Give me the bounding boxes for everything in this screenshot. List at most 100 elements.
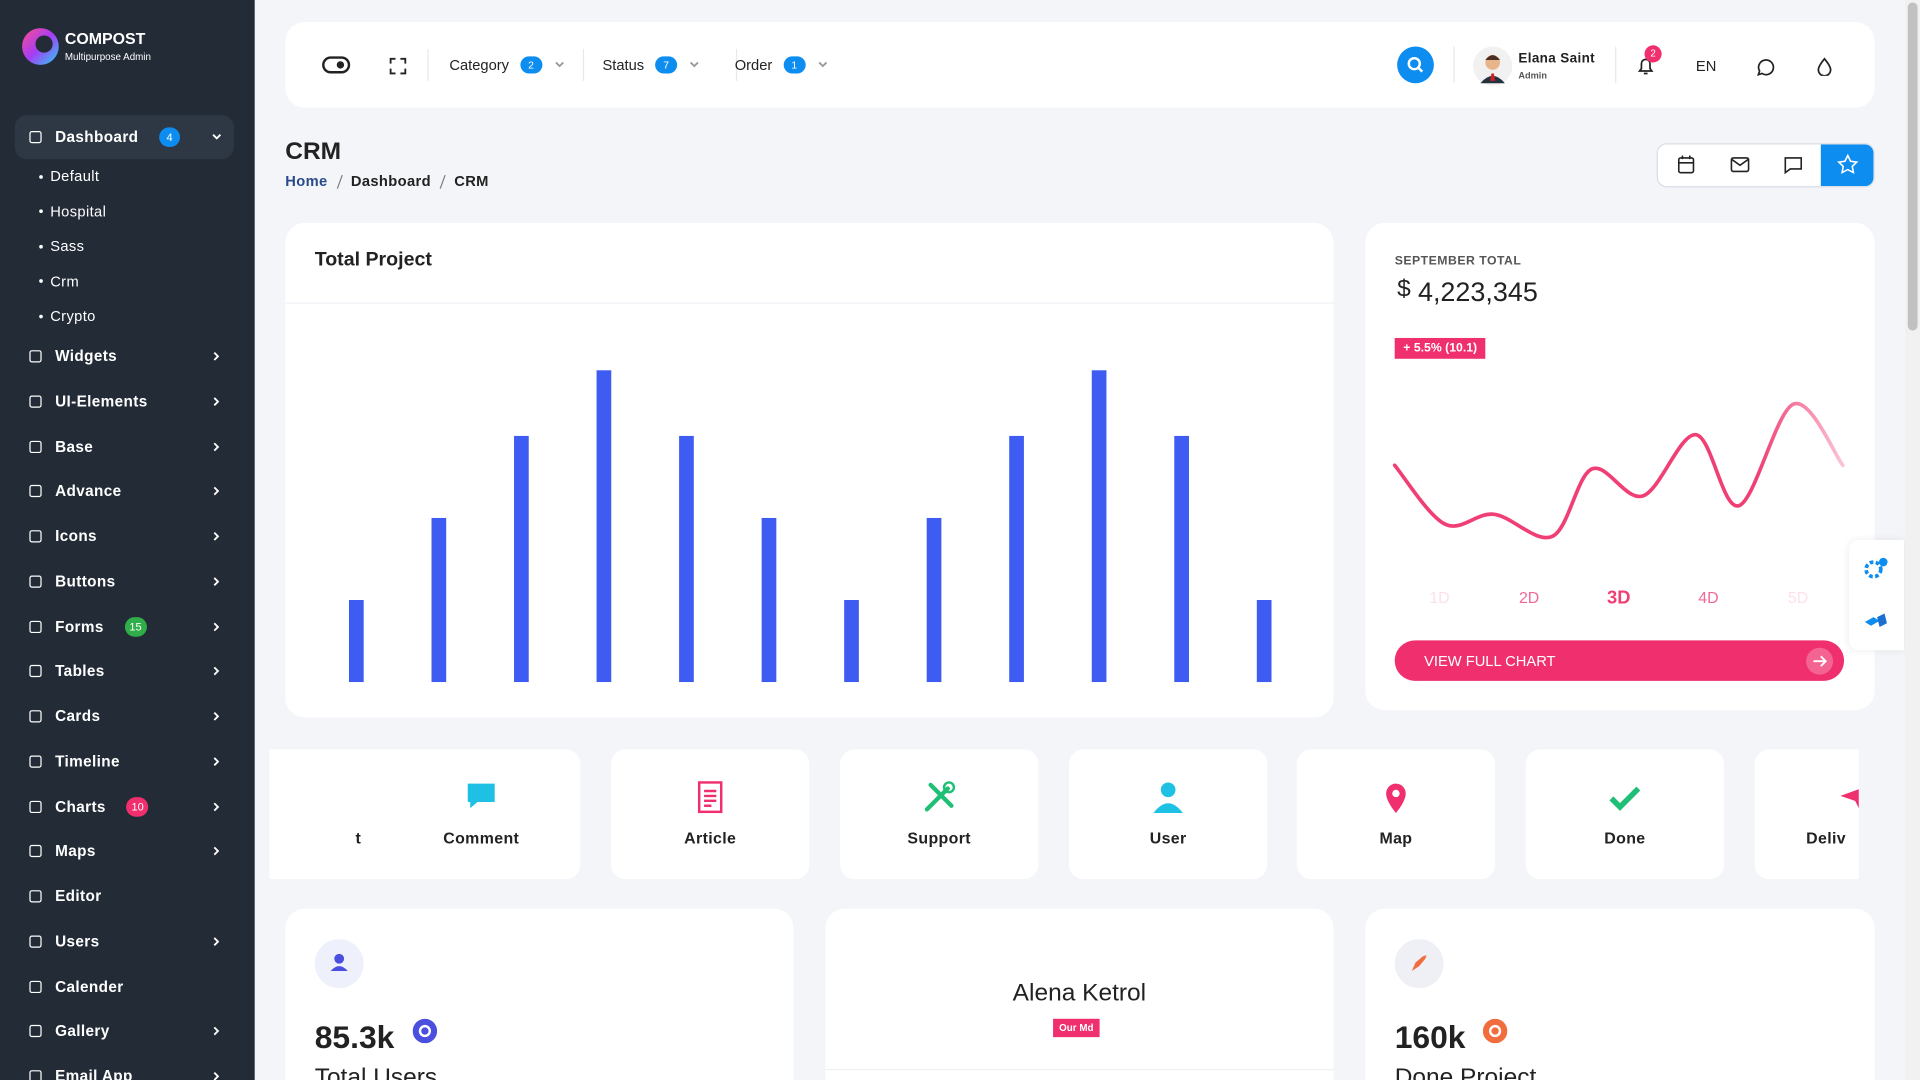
menu-item[interactable]: Forms 15 <box>29 615 147 637</box>
filter-dropdown[interactable]: Category 2 <box>449 55 565 75</box>
x-tick-label[interactable]: 3D <box>1607 587 1630 608</box>
menu-item[interactable]: Base <box>29 435 93 457</box>
menu-badge: 10 <box>126 796 149 817</box>
user-avatar[interactable] <box>1473 46 1513 86</box>
total-project-card: Total Project <box>285 222 1334 718</box>
bar <box>1009 435 1024 683</box>
scrollbar-thumb <box>1907 2 1918 331</box>
menu-label: Charts <box>55 797 106 815</box>
summary-currency: $ <box>1397 275 1411 303</box>
menu-label: Buttons <box>55 572 116 590</box>
shortcut-card[interactable]: Deliv <box>1754 749 1859 880</box>
message-button[interactable] <box>1784 157 1803 175</box>
shortcut-label: Article <box>684 828 737 848</box>
shortcut-card[interactable]: User <box>1068 749 1268 880</box>
favorite-button[interactable] <box>1820 144 1874 187</box>
filter-count: 2 <box>520 56 543 74</box>
menu-item[interactable]: Maps <box>29 840 95 862</box>
chat-button[interactable] <box>1756 58 1776 78</box>
shortcut-label: t <box>355 828 362 848</box>
chevron <box>213 397 220 406</box>
menu-item[interactable]: Email App <box>29 1065 132 1080</box>
brand-name: COMPOST <box>64 29 146 48</box>
submenu-item[interactable]: Crm <box>50 272 80 290</box>
breadcrumb: Home Dashboard CRM <box>285 173 488 191</box>
breadcrumb-item: CRM <box>454 172 489 190</box>
user-name: Elana Saint <box>1518 51 1596 67</box>
search-button[interactable] <box>1397 46 1434 84</box>
mail-button[interactable] <box>1730 157 1750 173</box>
menu-icon <box>29 1070 42 1080</box>
menu-item[interactable]: Widgets <box>29 345 117 367</box>
theme-drop-button[interactable] <box>1816 56 1833 76</box>
settings-button[interactable] <box>1862 555 1889 582</box>
filter-label: Order <box>734 56 773 74</box>
breadcrumb-item[interactable]: Home <box>285 172 328 190</box>
language-selector[interactable]: EN <box>1695 57 1717 75</box>
calendar-button[interactable] <box>1677 155 1695 174</box>
menu-item[interactable]: Icons <box>29 525 97 547</box>
stat-label: Done Project <box>1394 1064 1537 1080</box>
brand-tagline: Multipurpose Admin <box>64 51 151 63</box>
scrollbar <box>1905 0 1920 1080</box>
shortcut-card[interactable]: Map <box>1296 749 1496 880</box>
shortcut-card[interactable]: Article <box>611 749 810 880</box>
menu-icon <box>29 440 42 453</box>
breadcrumb-item[interactable]: Dashboard <box>350 172 431 190</box>
x-tick-label[interactable]: 1D <box>1429 590 1449 607</box>
shortcut-card[interactable]: Done <box>1525 749 1725 880</box>
fullscreen-button[interactable] <box>389 57 407 75</box>
bar <box>348 600 364 683</box>
menu-item[interactable]: Timeline <box>29 750 119 772</box>
shortcut-icon <box>924 781 956 812</box>
chevron <box>213 442 220 451</box>
shortcut-label: User <box>1149 828 1187 848</box>
shortcut-card[interactable]: Support <box>840 749 1039 880</box>
shortcut-card[interactable]: Comment <box>382 749 581 880</box>
menu-item[interactable]: Gallery <box>29 1020 109 1042</box>
page-title: CRM <box>285 138 342 166</box>
theme-toggle[interactable] <box>322 55 351 75</box>
menu-item[interactable]: Advance <box>29 480 121 502</box>
menu-item[interactable]: Users <box>29 930 99 952</box>
user-role: Admin <box>1518 69 1547 81</box>
customizer-button[interactable] <box>1862 610 1889 634</box>
divider <box>427 48 429 81</box>
filter-dropdown[interactable]: Order 1 <box>735 55 829 75</box>
menu-item[interactable]: Buttons <box>29 570 115 592</box>
submenu-item[interactable]: Crypto <box>50 307 96 325</box>
shortcut-label: Deliv <box>1806 828 1847 848</box>
filter-count: 1 <box>783 56 806 74</box>
profile-card: Alena Ketrol Our Md <box>825 908 1334 1080</box>
menu-item[interactable]: Cards <box>29 705 100 727</box>
view-chart-button[interactable]: VIEW FULL CHART <box>1394 640 1845 681</box>
x-tick-label[interactable]: 2D <box>1519 590 1539 607</box>
chevron <box>213 712 220 721</box>
menu-item[interactable]: Editor <box>29 885 101 907</box>
stat-label: Total Users <box>314 1064 438 1080</box>
menu-item[interactable]: Tables <box>29 660 104 682</box>
menu-icon <box>29 395 42 408</box>
x-tick-label[interactable]: 4D <box>1698 590 1718 607</box>
submenu-dot <box>39 174 43 179</box>
x-tick-label[interactable]: 5D <box>1788 590 1808 607</box>
menu-label: Tables <box>55 662 105 680</box>
menu-icon <box>29 530 42 543</box>
chevron-holder <box>688 59 700 71</box>
menu-item[interactable]: UI-Elements <box>29 390 147 412</box>
menu-icon <box>29 980 42 993</box>
submenu-item[interactable]: Default <box>50 167 100 185</box>
filter-dropdown[interactable]: Status 7 <box>602 55 700 75</box>
submenu-item[interactable]: Sass <box>50 237 85 255</box>
stat-value: 85.3k <box>314 1018 395 1056</box>
menu-item[interactable]: Calender <box>29 975 123 997</box>
filter-label: Category <box>449 56 510 74</box>
menu-item[interactable]: Dashboard 4 <box>29 126 180 148</box>
menu-item[interactable]: Charts 10 <box>29 795 149 817</box>
brand-logo <box>22 28 59 65</box>
chevron <box>818 61 827 68</box>
bar <box>761 517 777 683</box>
submenu-item[interactable]: Hospital <box>50 202 107 220</box>
menu-label: Gallery <box>55 1022 110 1040</box>
summary-card: SEPTEMBER TOTAL $ 4,223,345 + 5.5% (10.1… <box>1365 222 1875 711</box>
